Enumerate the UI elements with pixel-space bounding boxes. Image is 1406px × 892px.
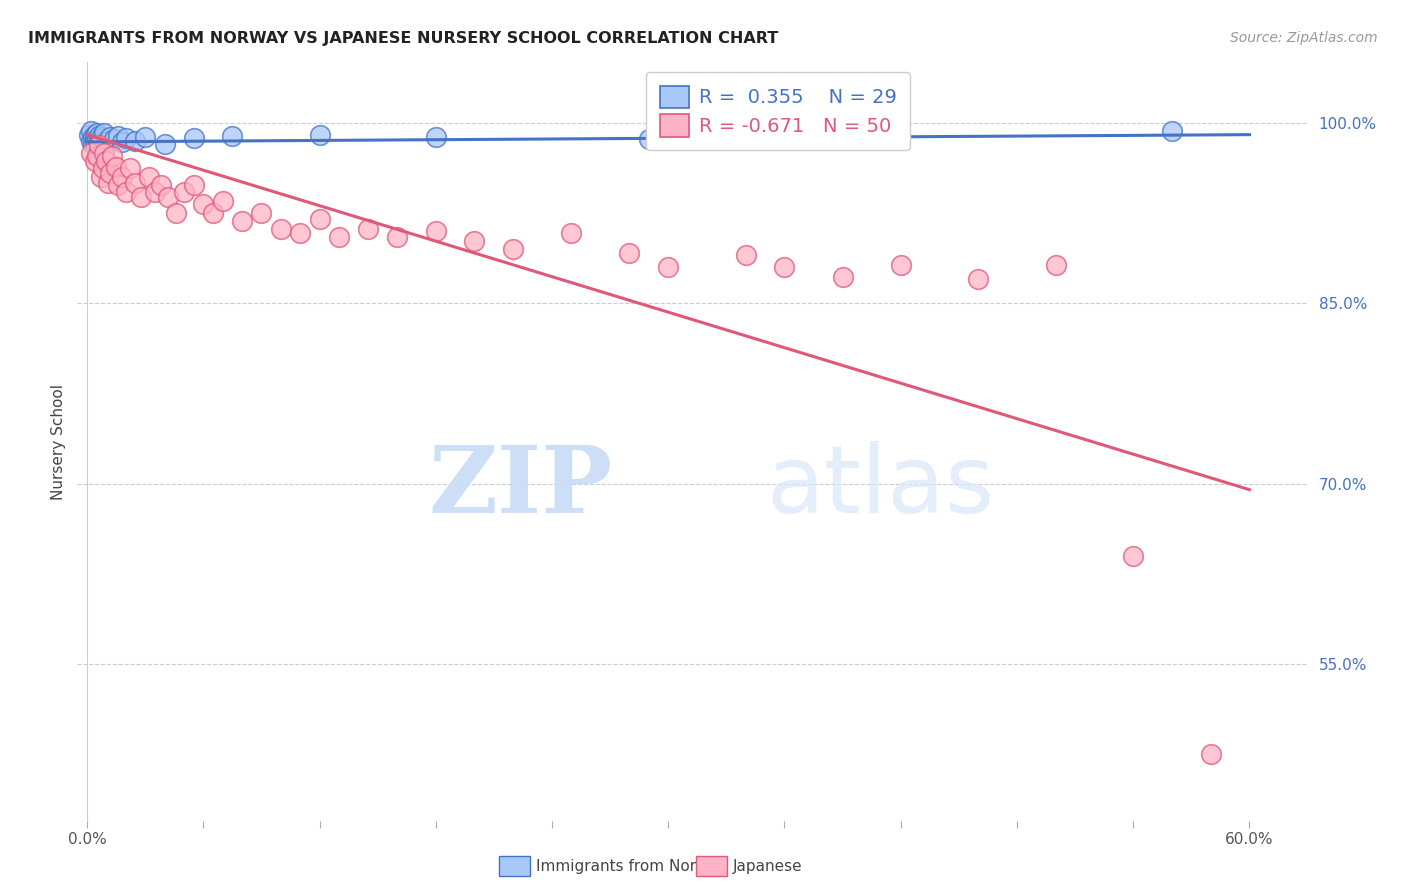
Point	[98, 130, 121, 145]
Point	[1122, 549, 1144, 563]
Point	[425, 130, 447, 145]
Point	[101, 149, 124, 163]
Point	[183, 131, 205, 145]
Point	[86, 127, 108, 141]
Point	[328, 230, 350, 244]
Point	[82, 130, 104, 145]
Point	[619, 245, 641, 260]
Point	[96, 135, 118, 149]
Point	[308, 211, 330, 226]
Point	[124, 176, 146, 190]
Point	[98, 166, 121, 180]
Text: Japanese: Japanese	[733, 859, 803, 873]
Point	[111, 169, 134, 184]
Point	[83, 154, 105, 169]
Point	[80, 124, 103, 138]
Point	[560, 227, 582, 241]
Point	[149, 178, 172, 193]
Legend: R =  0.355    N = 29, R = -0.671   N = 50: R = 0.355 N = 29, R = -0.671 N = 50	[647, 72, 910, 150]
Point	[657, 260, 679, 274]
Point	[114, 131, 136, 145]
Point	[105, 160, 128, 174]
Point	[87, 128, 110, 143]
Y-axis label: Nursery School: Nursery School	[51, 384, 66, 500]
Point	[193, 197, 215, 211]
Point	[250, 206, 273, 220]
Point	[87, 136, 110, 150]
Point	[86, 149, 108, 163]
Point	[97, 176, 120, 190]
Point	[357, 221, 380, 235]
Point	[93, 127, 115, 141]
Point	[157, 190, 180, 204]
Point	[502, 242, 524, 256]
Point	[165, 206, 187, 220]
Point	[107, 128, 129, 143]
Point	[83, 128, 105, 142]
Point	[134, 130, 156, 145]
Point	[183, 178, 205, 193]
Point	[80, 145, 103, 160]
Point	[308, 128, 330, 142]
Point	[93, 145, 115, 160]
Point	[111, 135, 134, 149]
Point	[153, 137, 176, 152]
Point	[114, 186, 136, 200]
Point	[270, 221, 292, 235]
Point	[90, 131, 112, 145]
Point	[288, 227, 311, 241]
Point	[86, 132, 108, 146]
Point	[83, 135, 105, 149]
Point	[82, 137, 104, 152]
Point	[1045, 258, 1067, 272]
Point	[143, 186, 166, 200]
Point	[1199, 747, 1222, 762]
Point	[637, 132, 659, 146]
Point	[87, 138, 110, 153]
Point	[734, 248, 756, 262]
Point	[103, 132, 125, 146]
Point	[91, 161, 114, 176]
Point	[773, 260, 796, 274]
Point	[91, 134, 114, 148]
Point	[831, 269, 853, 284]
Text: IMMIGRANTS FROM NORWAY VS JAPANESE NURSERY SCHOOL CORRELATION CHART: IMMIGRANTS FROM NORWAY VS JAPANESE NURSE…	[28, 31, 779, 46]
Point	[221, 128, 243, 143]
Point	[173, 186, 195, 200]
Point	[80, 134, 103, 148]
Point	[107, 178, 129, 193]
Point	[890, 258, 912, 272]
Text: Immigrants from Norway: Immigrants from Norway	[536, 859, 727, 873]
Text: Source: ZipAtlas.com: Source: ZipAtlas.com	[1230, 31, 1378, 45]
Point	[96, 154, 118, 169]
Point	[118, 161, 141, 176]
Point	[201, 206, 224, 220]
Point	[138, 169, 160, 184]
Text: ZIP: ZIP	[429, 442, 613, 532]
Point	[90, 169, 112, 184]
Point	[425, 224, 447, 238]
Point	[231, 214, 253, 228]
Point	[385, 230, 408, 244]
Point	[967, 272, 990, 286]
Text: atlas: atlas	[766, 441, 994, 533]
Point	[463, 234, 485, 248]
Point	[129, 190, 152, 204]
Point	[124, 134, 146, 148]
Point	[1161, 124, 1184, 138]
Point	[77, 128, 100, 142]
Point	[211, 194, 233, 208]
